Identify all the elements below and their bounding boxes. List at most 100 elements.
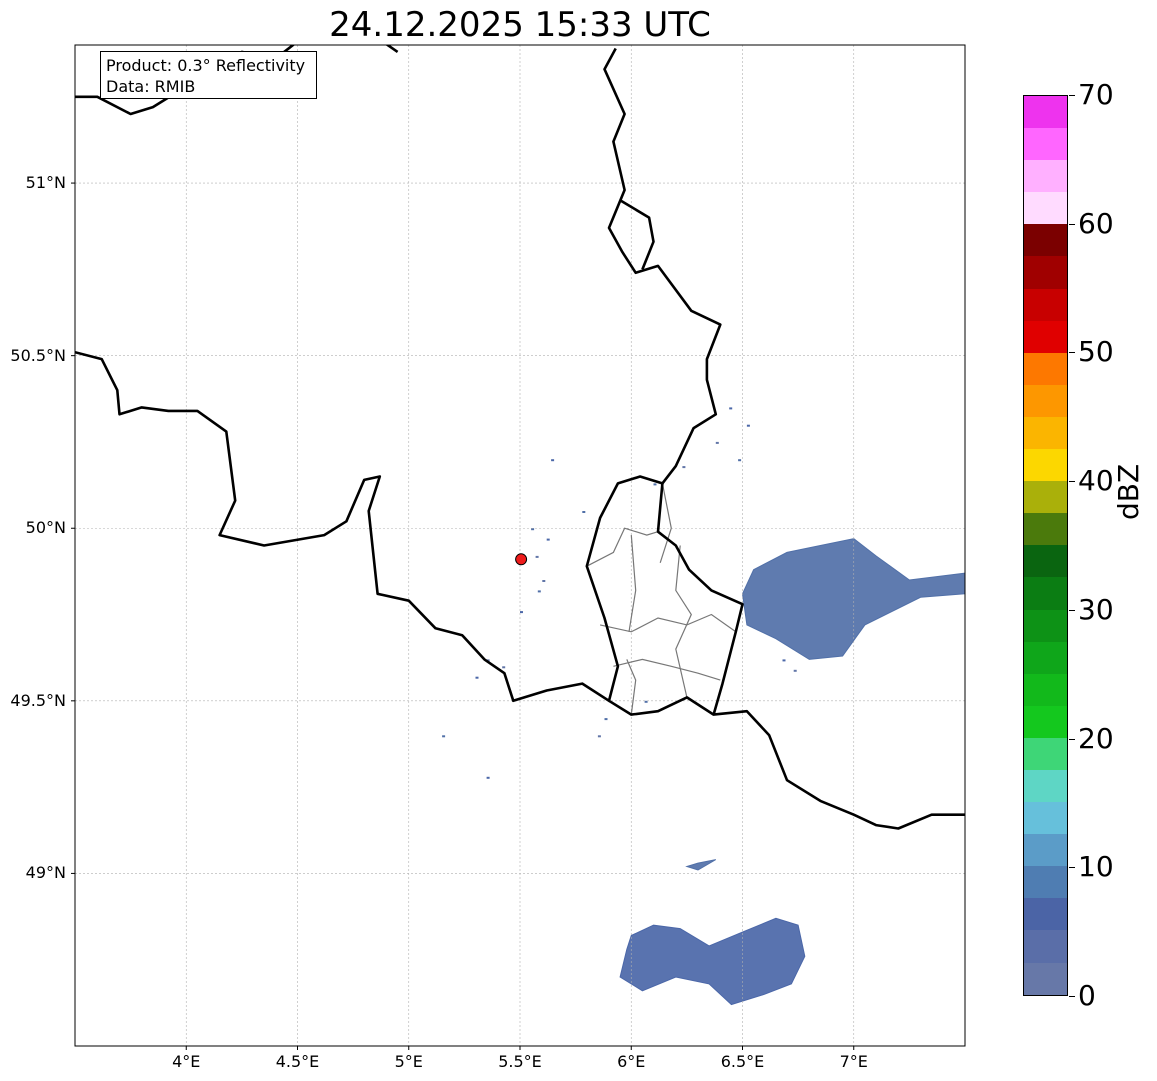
lat-tick-label: 49°N: [25, 863, 66, 883]
colorbar-tick: [1069, 224, 1075, 225]
colorbar-tick: [1069, 867, 1075, 868]
internal-border: [586, 527, 659, 567]
lat-tick-label: 49.5°N: [10, 690, 66, 710]
colorbar-segment: [1024, 834, 1067, 867]
colorbar-segment: [1024, 769, 1067, 803]
colorbar-segment: [1024, 96, 1067, 129]
data-source-text: Data: RMIB: [106, 77, 196, 96]
colorbar-segment: [1024, 737, 1067, 770]
echo-speckle: [682, 466, 686, 469]
colorbar-segment: [1024, 384, 1067, 417]
lon-tick-label: 5°E: [394, 1052, 423, 1071]
colorbar-tick: [1069, 739, 1075, 740]
lat-tick-label: 51°N: [25, 173, 66, 193]
colorbar-tick-label: 30: [1078, 593, 1114, 626]
colorbar-segment: [1024, 320, 1067, 353]
colorbar-segment: [1024, 224, 1067, 257]
colorbar-segment: [1024, 288, 1067, 321]
lat-tick-label: 50.5°N: [10, 345, 66, 365]
colorbar-segment: [1024, 192, 1067, 225]
colorbar-segment: [1024, 256, 1067, 289]
lon-tick-label: 5.5°E: [498, 1052, 542, 1071]
echo-speckle: [746, 424, 750, 427]
echo-speckle: [502, 666, 506, 669]
echo-speckle: [546, 538, 550, 541]
internal-border: [626, 659, 637, 715]
colorbar-tick-label: 10: [1078, 850, 1114, 883]
colorbar-tick: [1069, 352, 1075, 353]
colorbar-tick-label: 50: [1078, 335, 1114, 368]
echo-speckle: [738, 459, 742, 462]
colorbar-segment: [1024, 609, 1067, 642]
lon-tick-label: 4.5°E: [275, 1052, 320, 1071]
echo-speckle: [551, 459, 555, 462]
colorbar-tick-label: 70: [1078, 78, 1114, 111]
echo-speckle: [729, 407, 733, 410]
colorbar-tick-label: 20: [1078, 722, 1114, 755]
colorbar-segment: [1024, 673, 1067, 706]
longitude-ticks: [185, 1046, 855, 1050]
colorbar-tick: [1069, 996, 1075, 997]
country-border: [75, 350, 744, 715]
colorbar-segment: [1024, 802, 1067, 835]
echo-speckle: [644, 700, 648, 703]
colorbar-segment: [1024, 705, 1067, 738]
internal-border: [613, 658, 721, 681]
map-title: 24.12.2025 15:33 UTC: [329, 5, 711, 45]
country-border: [619, 199, 655, 270]
colorbar-unit-label: dBZ: [1112, 463, 1145, 520]
radar-site-marker: [515, 553, 528, 566]
internal-border: [675, 545, 692, 698]
echo-speckle: [542, 580, 546, 582]
colorbar: [1023, 95, 1068, 996]
echo-speckle: [782, 659, 786, 662]
lat-tick-label: 50°N: [25, 518, 66, 538]
colorbar-segment: [1024, 481, 1067, 514]
colorbar-tick: [1069, 610, 1075, 611]
colorbar-segment: [1024, 128, 1067, 161]
lon-tick-label: 7°E: [839, 1052, 868, 1071]
echo-speckle: [486, 776, 490, 779]
colorbar-segment: [1024, 641, 1067, 674]
colorbar-segment: [1024, 930, 1067, 963]
echo-speckle: [531, 528, 535, 531]
echo-speckle: [597, 735, 601, 738]
colorbar-tick: [1069, 481, 1075, 482]
internal-border: [599, 613, 737, 633]
radar-site: [515, 553, 528, 566]
echo-speckle: [582, 511, 586, 513]
echo-speckle: [793, 669, 797, 672]
product-info-box: Product: 0.3° Reflectivity Data: RMIB: [100, 51, 317, 99]
colorbar-segment: [1024, 545, 1067, 578]
internal-border: [659, 483, 672, 563]
lon-tick-label: 4°E: [172, 1052, 201, 1071]
colorbar-tick: [1069, 95, 1075, 96]
echo-speckle: [653, 483, 657, 486]
echo-speckle: [537, 590, 541, 593]
colorbar-segment: [1024, 866, 1067, 899]
colorbar-tick-label: 0: [1078, 979, 1096, 1012]
product-text: Product: 0.3° Reflectivity: [106, 56, 306, 75]
country-border: [608, 696, 965, 830]
map-gridlines: [75, 45, 965, 1046]
colorbar-segment: [1024, 577, 1067, 610]
colorbar-segment: [1024, 416, 1067, 450]
echo-speckle: [475, 676, 479, 679]
colorbar-tick-label: 40: [1078, 464, 1114, 497]
colorbar-segment: [1024, 449, 1067, 482]
colorbar-segment: [1024, 898, 1067, 931]
colorbar-segment: [1024, 962, 1067, 995]
echo-speckle: [442, 735, 446, 738]
echo-speckle: [535, 555, 539, 558]
echo-speckle: [715, 441, 719, 444]
lon-tick-label: 6°E: [617, 1052, 646, 1071]
echo-speckle: [520, 611, 523, 614]
echo-area-south-small: [685, 859, 717, 871]
colorbar-segment: [1024, 513, 1067, 546]
colorbar-segment: [1024, 160, 1067, 193]
country-border: [603, 47, 722, 485]
colorbar-tick-label: 60: [1078, 207, 1114, 240]
latitude-ticks: [71, 182, 75, 874]
echo-speckle: [604, 718, 608, 721]
